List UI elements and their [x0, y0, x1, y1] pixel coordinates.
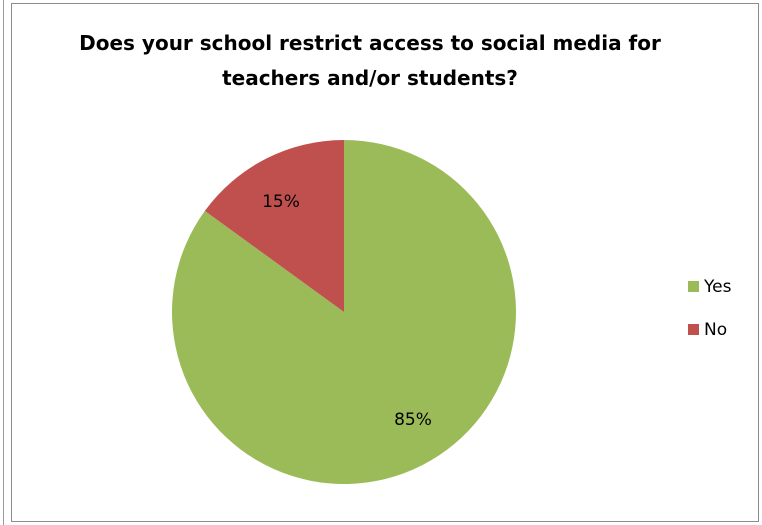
legend-swatch-no — [688, 324, 699, 335]
data-label-no: 15% — [262, 192, 300, 212]
legend: Yes No — [688, 277, 732, 340]
legend-swatch-yes — [688, 281, 699, 292]
pie-data-labels: 85% 15% — [262, 192, 432, 430]
pie-slices — [172, 140, 516, 484]
pie-slice-no — [204, 140, 344, 312]
data-label-yes: 85% — [394, 410, 432, 430]
chart-title: Does your school restrict access to soci… — [79, 31, 661, 90]
legend-label-no: No — [704, 320, 727, 340]
left-border-line — [3, 0, 4, 525]
legend-label-yes: Yes — [703, 277, 732, 297]
